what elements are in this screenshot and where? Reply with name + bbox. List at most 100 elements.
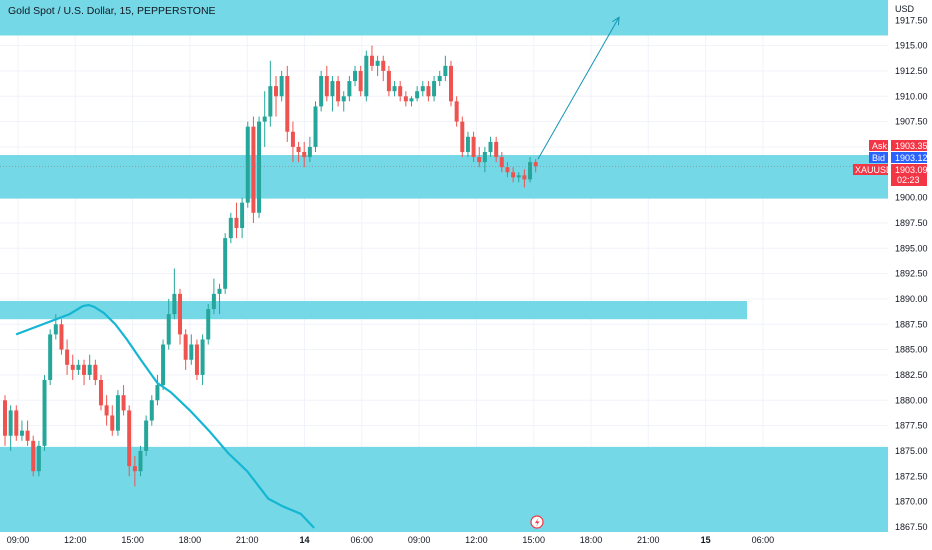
candle-body — [262, 116, 267, 122]
candlestick-series — [3, 45, 538, 487]
candle-body — [25, 430, 30, 441]
candle-body — [144, 420, 149, 451]
price-tick-label: 1912.50 — [895, 66, 928, 76]
candle-body — [82, 364, 87, 375]
chart-title: Gold Spot / U.S. Dollar, 15, PEPPERSTONE — [8, 5, 216, 17]
arrow-shaft — [537, 16, 620, 160]
support-resistance-zones — [0, 0, 888, 534]
price-tick-label: 1877.50 — [895, 421, 928, 431]
candle-body — [279, 76, 284, 97]
time-tick-label: 21:00 — [236, 535, 259, 545]
price-zone[interactable] — [0, 446, 888, 534]
candle-body — [166, 314, 171, 345]
time-tick-label: 06:00 — [351, 535, 374, 545]
candle-body — [364, 55, 369, 97]
candle-body — [93, 364, 98, 380]
time-tick-label: 15 — [701, 535, 711, 545]
time-tick-label: 15:00 — [522, 535, 545, 545]
candle-body — [70, 364, 75, 370]
price-tick-label: 1890.00 — [895, 294, 928, 304]
candle-body — [98, 380, 103, 406]
price-tick-label: 1887.50 — [895, 319, 928, 329]
candle-body — [443, 65, 448, 76]
price-tick-label: 1892.50 — [895, 269, 928, 279]
projection-arrow[interactable] — [537, 16, 620, 160]
candle-body — [505, 167, 510, 173]
moving-average-line — [15, 303, 315, 529]
candle-body — [307, 146, 312, 158]
candle-body — [183, 334, 188, 360]
candle-body — [347, 81, 352, 97]
candle-body — [488, 141, 493, 152]
price-zone[interactable] — [0, 300, 747, 320]
price-tick-label: 1915.00 — [895, 41, 928, 51]
price-axis-unit: USD — [895, 4, 915, 14]
ask-label-bg — [869, 140, 888, 151]
candle-body — [155, 385, 160, 401]
candle-body — [200, 339, 205, 375]
price-zone[interactable] — [0, 0, 888, 36]
candle-body — [245, 126, 250, 203]
candle-body — [358, 70, 363, 92]
candle-body — [477, 157, 482, 163]
price-zone[interactable] — [0, 155, 888, 199]
candle-body — [392, 86, 397, 92]
candle-body — [194, 344, 199, 375]
price-tick-label: 1875.00 — [895, 446, 928, 456]
candle-body — [115, 395, 120, 431]
candle-body — [415, 91, 420, 99]
candle-body — [398, 86, 403, 97]
candle-body — [449, 65, 454, 102]
candle-body — [234, 217, 239, 228]
candle-body — [341, 96, 346, 102]
ask-value: 1903.35 — [895, 141, 928, 151]
candle-body — [302, 152, 307, 158]
symbol-label: XAUUSD — [855, 165, 893, 175]
time-axis-background — [0, 532, 932, 550]
candle-body — [3, 400, 7, 436]
price-axis-ticks: 1917.501915.001912.501910.001907.501905.… — [895, 15, 928, 532]
candle-body — [403, 96, 408, 102]
candle-body — [138, 450, 143, 472]
time-tick-label: 21:00 — [637, 535, 660, 545]
candle-body — [273, 86, 278, 97]
price-tick-label: 1867.50 — [895, 522, 928, 532]
time-tick-label: 14 — [299, 535, 309, 545]
last-price-tag: XAUUSD 1903.09 02:23 — [853, 164, 928, 186]
candle-body — [285, 76, 290, 132]
lightning-icon[interactable] — [530, 515, 544, 529]
countdown: 02:23 — [897, 175, 920, 185]
candle-body — [465, 136, 470, 152]
price-axis[interactable]: USD 1917.50 1915.00 1912.50 1910.00 1907.50 1… — [853, 0, 932, 532]
candle-body — [65, 349, 70, 365]
ask-tag: Ask 1903.35 — [869, 140, 928, 151]
ask-value-bg — [891, 140, 927, 151]
candle-body — [240, 202, 245, 228]
candle-body — [409, 98, 414, 102]
candle-body — [499, 157, 504, 168]
bid-label-bg — [869, 152, 888, 163]
candle-body — [420, 86, 425, 92]
time-tick-label: 09:00 — [408, 535, 431, 545]
candle-body — [110, 415, 115, 431]
last-value: 1903.09 — [895, 165, 928, 175]
candle-body — [149, 400, 154, 421]
candle-body — [223, 238, 228, 289]
candle-body — [31, 440, 36, 472]
ask-label: Ask — [872, 141, 888, 151]
candle-body — [87, 364, 92, 375]
candle-body — [369, 55, 374, 66]
time-tick-label: 15:00 — [121, 535, 144, 545]
time-axis-ticks: 09:00 12:00 15:00 18:00 21:00 14 06:00 09:00 12:… — [7, 535, 774, 545]
candle-body — [19, 430, 24, 436]
time-axis[interactable]: 09:00 12:00 15:00 18:00 21:00 14 06:00 09:00 12:… — [0, 532, 932, 550]
price-tick-label: 1900.00 — [895, 193, 928, 203]
candle-body — [482, 152, 487, 163]
bid-tag: Bid 1903.12 — [869, 152, 928, 163]
candle-body — [59, 324, 64, 350]
symbol-label-bg — [853, 164, 888, 175]
candle-body — [313, 106, 318, 147]
candle-body — [8, 410, 13, 436]
candle-body — [533, 162, 538, 167]
